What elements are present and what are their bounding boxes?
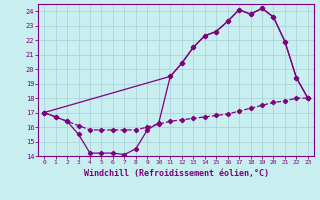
X-axis label: Windchill (Refroidissement éolien,°C): Windchill (Refroidissement éolien,°C) <box>84 169 268 178</box>
